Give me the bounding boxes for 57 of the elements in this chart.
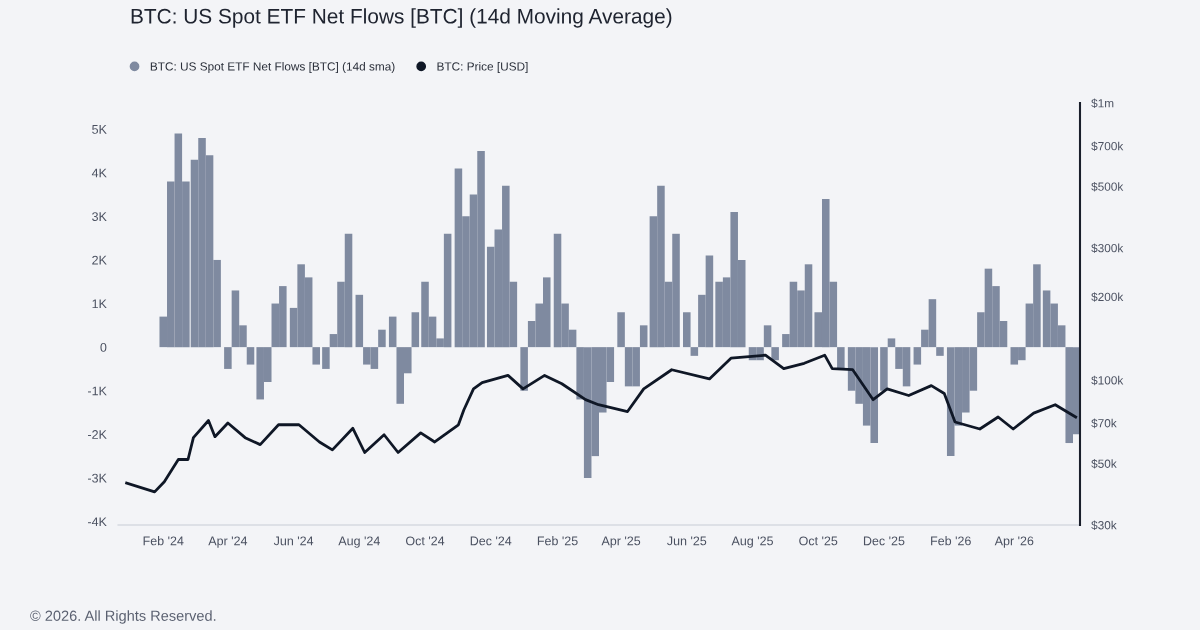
y2-tick-label: $70k: [1091, 418, 1117, 429]
y-tick-label: 3K: [92, 212, 107, 221]
bar: [355, 294, 364, 348]
x-tick-label: Oct '24: [406, 536, 445, 546]
bar: [388, 316, 397, 348]
x-tick-label: Aug '24: [338, 536, 380, 548]
bar: [683, 312, 691, 348]
x-tick-label: Jun '25: [667, 536, 707, 546]
x-tick-label: Jun '24: [273, 536, 314, 546]
x-tick-label: Feb '24: [143, 536, 184, 546]
y-tick-label: 0: [100, 342, 107, 352]
y-tick-label: -4K: [87, 517, 107, 527]
y2-tick-label: $700k: [1091, 141, 1124, 152]
x-tick-label: Aug '25: [731, 536, 773, 548]
bar: [771, 347, 779, 361]
bar: [887, 338, 896, 348]
y-tick-label: -3K: [87, 473, 107, 483]
bar: [520, 347, 528, 391]
y2-tick-label: $300k: [1091, 243, 1124, 253]
y2-tick-label: $100k: [1091, 375, 1124, 386]
bar: [763, 325, 772, 348]
legend-label: BTC: US Spot ETF Net Flows [BTC] (14d sma): [150, 61, 395, 73]
bar: [880, 347, 888, 391]
bar: [378, 329, 386, 348]
bar: [246, 347, 255, 365]
bar: [224, 347, 232, 369]
y2-tick-label: $50k: [1091, 459, 1117, 469]
bar: [411, 312, 420, 348]
bar: [913, 347, 922, 365]
text: © 2026. All Rights Reserved.: [30, 610, 216, 624]
y-tick-label: 4K: [91, 168, 107, 178]
bar: [312, 347, 320, 365]
bar: [690, 347, 699, 356]
legend-label: BTC: Price [USD]: [437, 61, 528, 73]
y-tick-label: 5K: [92, 125, 107, 134]
x-tick-label: Feb '26: [931, 536, 971, 546]
bar: [322, 347, 330, 369]
y-tick-label: -1K: [87, 386, 107, 396]
x-tick-label: Dec '24: [470, 536, 512, 546]
y2-tick-label: $30k: [1091, 520, 1117, 531]
y-tick-label: 2K: [92, 255, 107, 265]
y-tick-label: 1K: [92, 299, 107, 309]
bar: [837, 347, 845, 369]
x-tick-label: Feb '25: [537, 536, 578, 546]
x-tick-label: Apr '24: [208, 536, 248, 548]
x-tick-label: Oct '25: [799, 536, 838, 546]
bar: [936, 347, 944, 356]
y2-tick-label: $1m: [1091, 98, 1114, 109]
bar: [639, 325, 648, 348]
chart-title: BTC: US Spot ETF Net Flows [BTC] (14d Moving Average): [131, 8, 672, 28]
y2-tick-label: $500k: [1091, 181, 1124, 192]
x-tick-label: Apr '26: [994, 536, 1034, 548]
y-tick-label: -2K: [87, 430, 107, 439]
x-tick-label: Dec '25: [863, 536, 905, 546]
y2-tick-label: $200k: [1091, 292, 1124, 302]
x-tick-label: Apr '25: [601, 536, 641, 548]
bar: [617, 312, 625, 348]
